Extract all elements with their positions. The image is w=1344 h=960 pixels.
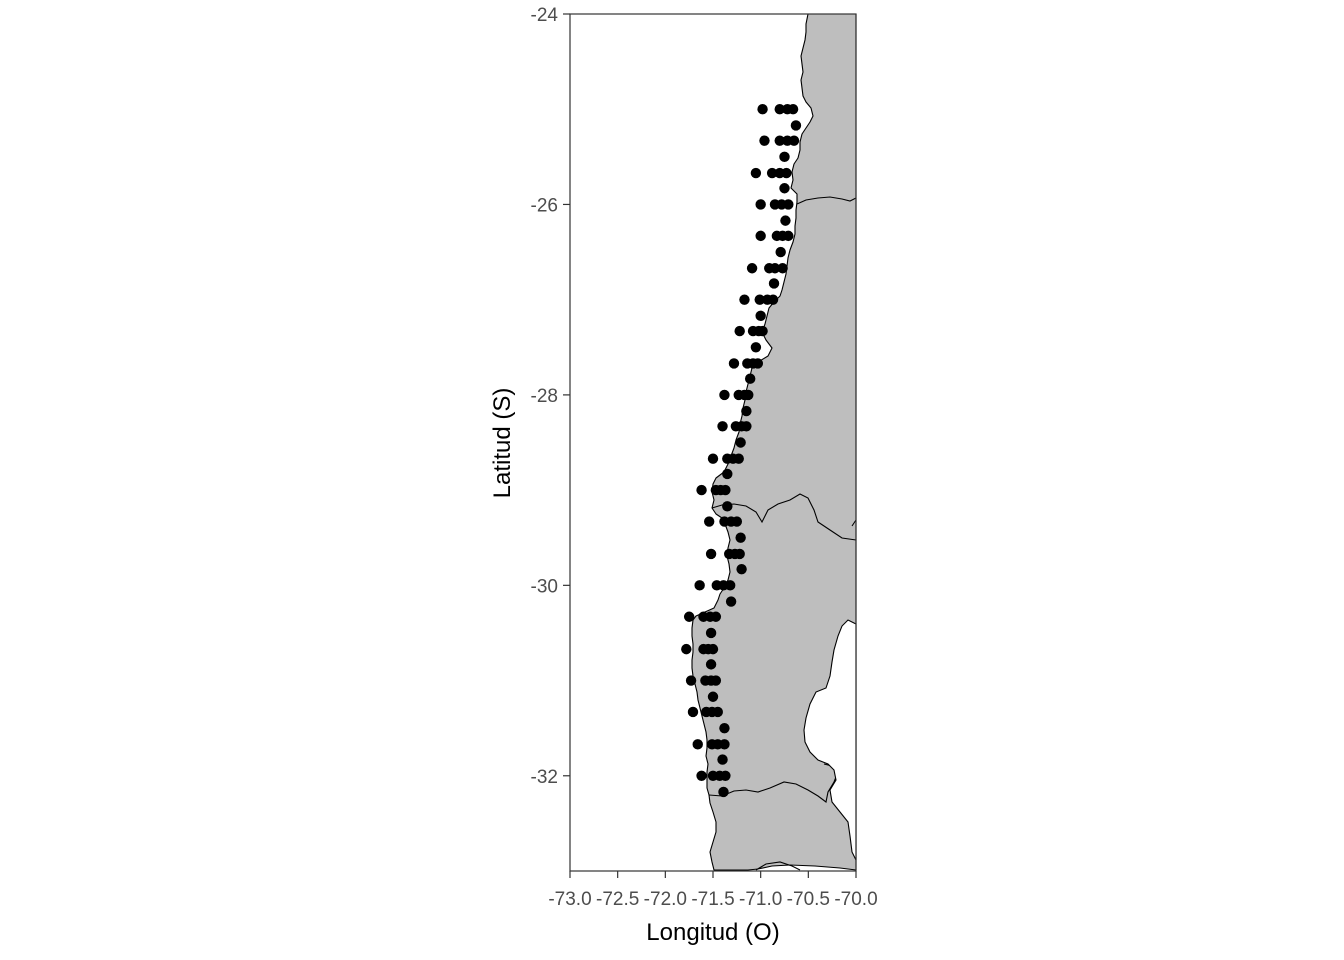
- station-point: [757, 325, 768, 337]
- station-point: [720, 484, 731, 496]
- x-tick-label: -71.0: [739, 889, 782, 910]
- station-point: [736, 563, 747, 575]
- station-point: [722, 501, 733, 512]
- y-axis: -24 -26 -28 -30 -32: [531, 5, 570, 788]
- region-border: [851, 519, 857, 527]
- station-point: [774, 104, 785, 115]
- x-tick-label: -70.0: [834, 889, 877, 910]
- station-point: [683, 611, 695, 622]
- station-point: [768, 278, 780, 289]
- station-point: [777, 263, 788, 274]
- station-point: [720, 770, 731, 781]
- y-tick-label: -24: [531, 5, 559, 26]
- station-point: [687, 706, 699, 718]
- station-point: [757, 104, 768, 115]
- station-point: [705, 659, 717, 670]
- station-point: [755, 230, 766, 242]
- station-point: [696, 484, 707, 496]
- station-point: [705, 627, 717, 639]
- station-point: [739, 294, 750, 305]
- station-point: [780, 215, 791, 226]
- station-point: [710, 611, 722, 622]
- station-point: [779, 183, 790, 194]
- station-point: [781, 167, 792, 179]
- station-point: [724, 580, 736, 591]
- region-border: [796, 196, 857, 205]
- station-point: [705, 548, 717, 560]
- station-point: [775, 246, 786, 258]
- station-point: [710, 675, 722, 686]
- station-point: [694, 580, 705, 591]
- station-point: [766, 167, 778, 179]
- y-tick-label: -30: [531, 576, 558, 597]
- station-point: [787, 104, 799, 115]
- y-tick-label: -32: [531, 767, 558, 788]
- station-point: [754, 294, 765, 305]
- y-tick-label: -26: [531, 195, 558, 216]
- land-polygon: [691, 13, 857, 871]
- station-point: [779, 151, 790, 163]
- station-point: [707, 691, 719, 702]
- station-point: [734, 548, 745, 560]
- station-point: [728, 358, 740, 369]
- station-point: [719, 389, 730, 401]
- station-point: [752, 358, 764, 369]
- station-point: [755, 199, 766, 210]
- y-tick-label: -28: [531, 386, 558, 407]
- water-area: [803, 619, 857, 861]
- station-point: [790, 120, 802, 131]
- station-point: [712, 706, 723, 718]
- station-point: [735, 532, 746, 543]
- station-point: [759, 135, 770, 146]
- station-point: [719, 739, 730, 750]
- map-panel: [691, 13, 857, 871]
- station-point: [783, 230, 794, 242]
- station-point: [707, 453, 719, 464]
- station-point: [692, 739, 703, 750]
- x-tick-label: -72.0: [644, 889, 687, 910]
- y-axis-title: Latitud (S): [489, 388, 516, 499]
- station-point: [741, 421, 752, 432]
- region-border: [755, 861, 801, 871]
- x-axis-title: Longitud (O): [646, 919, 779, 946]
- station-point: [769, 263, 781, 274]
- station-point: [746, 263, 758, 274]
- station-point: [741, 405, 752, 417]
- station-point: [718, 786, 729, 798]
- x-tick-label: -70.5: [787, 889, 830, 910]
- station-point: [783, 199, 794, 210]
- station-point: [722, 468, 733, 480]
- x-axis: -73.0 -72.5 -72.0 -71.5 -71.0 -70.5 -70.0: [548, 871, 878, 910]
- x-tick-label: -72.5: [596, 889, 639, 910]
- station-point: [733, 453, 744, 464]
- station-point: [681, 643, 692, 655]
- station-point: [735, 437, 746, 448]
- station-point: [750, 167, 762, 179]
- station-point: [750, 342, 762, 353]
- station-point: [743, 389, 754, 401]
- station-point: [685, 675, 697, 686]
- x-tick-label: -73.0: [548, 889, 591, 910]
- station-point: [719, 722, 730, 734]
- station-point: [774, 135, 785, 146]
- station-point: [744, 373, 756, 384]
- station-point: [788, 135, 800, 146]
- point-layer: [681, 104, 802, 798]
- region-border: [711, 493, 857, 541]
- station-point: [703, 516, 715, 527]
- station-point: [717, 421, 728, 432]
- station-point: [707, 643, 719, 655]
- station-point: [755, 310, 766, 322]
- station-point: [734, 325, 745, 337]
- station-point: [696, 770, 707, 781]
- station-point: [731, 516, 743, 527]
- station-point: [725, 596, 737, 607]
- station-point: [717, 754, 728, 765]
- x-tick-label: -71.5: [691, 889, 734, 910]
- station-point: [767, 294, 779, 305]
